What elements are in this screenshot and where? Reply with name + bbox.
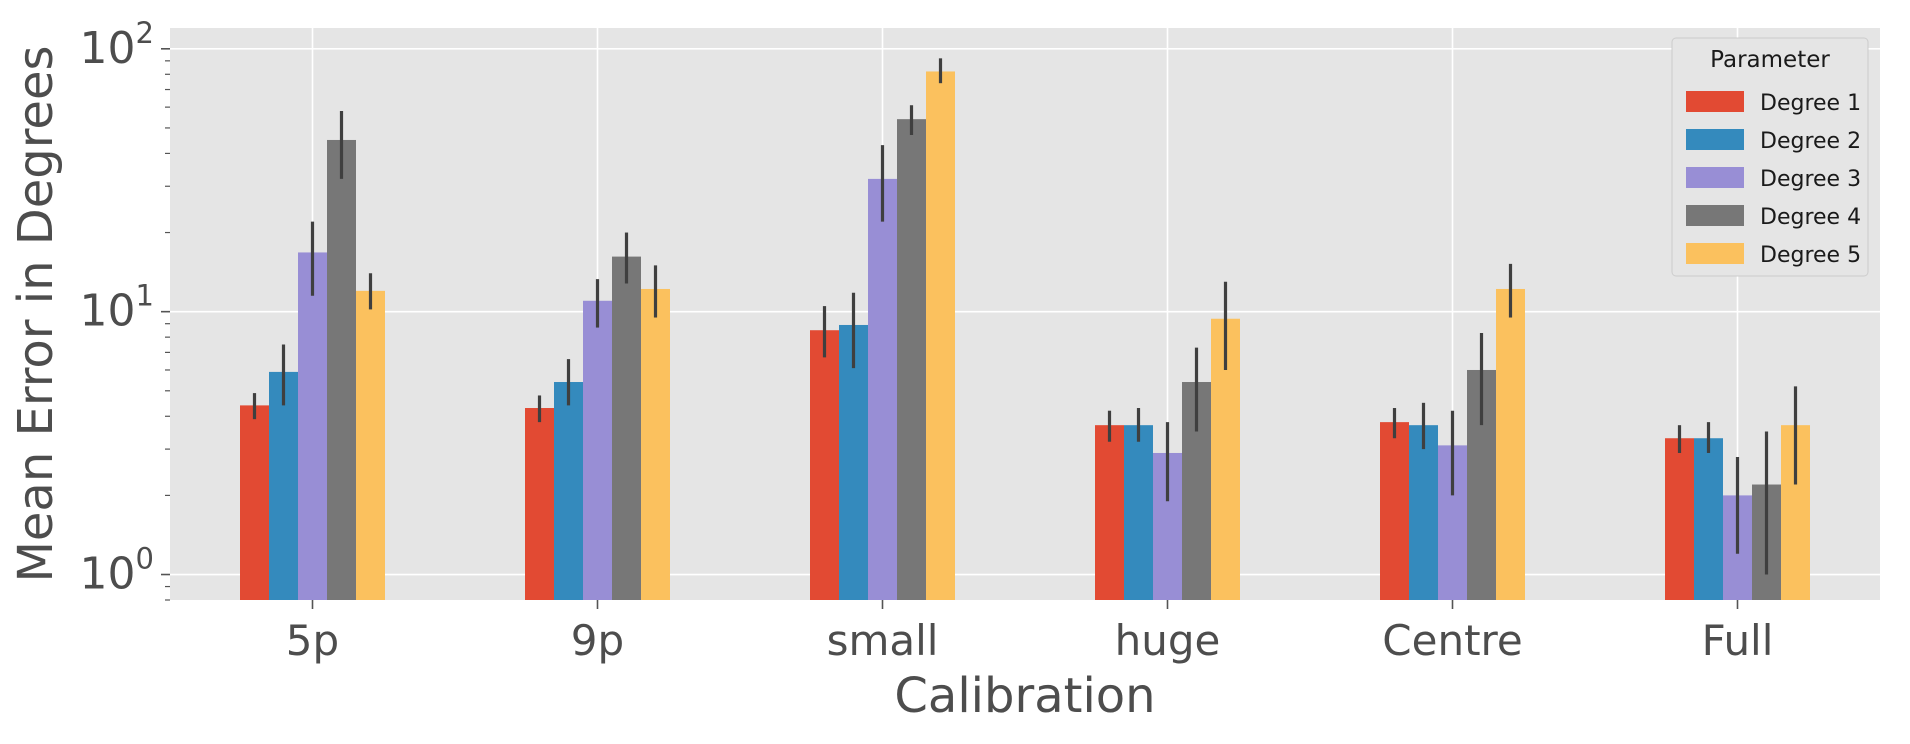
bar-degree-4-small [897, 119, 926, 600]
legend-label: Degree 1 [1760, 91, 1861, 116]
legend: Parameter Degree 1 Degree 2 Degree 3 Degree… [1671, 37, 1869, 277]
x-axis-label: Calibration [894, 668, 1155, 724]
legend-label: Degree 4 [1760, 205, 1861, 230]
bar-degree-2-5p [269, 371, 298, 600]
legend-swatch-1 [1686, 91, 1744, 112]
y-tick-label: 102 [80, 16, 154, 74]
legend-swatch-3 [1686, 167, 1744, 188]
bar-degree-3-9p [583, 300, 612, 600]
bar-degree-2-centre [1409, 425, 1438, 600]
bar-degree-5-small [926, 71, 955, 601]
plot-area [170, 28, 1880, 600]
bar-degree-2-huge [1124, 425, 1153, 600]
bar-degree-5-centre [1496, 288, 1525, 600]
bar-degree-2-9p [554, 382, 583, 600]
bar-degree-5-5p [356, 290, 385, 600]
error-bars-group [252, 58, 1798, 575]
bar-degree-2-small [839, 324, 868, 600]
bar-degree-1-full [1665, 438, 1694, 600]
bar-degree-2-full [1694, 438, 1723, 600]
x-tick-label: 5p [286, 616, 339, 665]
x-tick-label: 9p [571, 616, 624, 665]
legend-label: Degree 2 [1760, 129, 1861, 154]
bar-degree-3-5p [298, 252, 327, 600]
bar-degree-1-5p [240, 405, 269, 600]
bar-degree-5-9p [641, 288, 670, 600]
x-tick-label: huge [1115, 616, 1221, 665]
x-tick-label: Centre [1382, 616, 1522, 665]
bar-degree-1-centre [1380, 422, 1409, 600]
y-tick-label: 100 [80, 542, 154, 600]
x-axis-ticks: 5p 9p small huge Centre Full [286, 600, 1774, 665]
legend-box [1671, 37, 1869, 277]
y-axis-ticks: 100 101 102 [80, 16, 170, 601]
bar-degree-1-9p [525, 408, 554, 600]
bar-degree-3-small [868, 178, 897, 600]
y-axis-label: Mean Error in Degrees [8, 45, 64, 582]
legend-swatch-4 [1686, 205, 1744, 226]
legend-label: Degree 3 [1760, 167, 1861, 192]
y-tick-label: 101 [80, 279, 154, 337]
bars-group [240, 71, 1810, 601]
legend-title: Parameter [1710, 47, 1830, 73]
bar-degree-1-small [810, 330, 839, 600]
legend-label: Degree 5 [1760, 243, 1861, 268]
x-tick-label: Full [1702, 616, 1774, 665]
bar-degree-4-9p [612, 256, 641, 600]
legend-swatch-2 [1686, 129, 1744, 150]
legend-swatch-5 [1686, 243, 1744, 264]
x-tick-label: small [827, 616, 939, 665]
bar-degree-1-huge [1095, 425, 1124, 600]
bar-degree-4-5p [327, 139, 356, 601]
